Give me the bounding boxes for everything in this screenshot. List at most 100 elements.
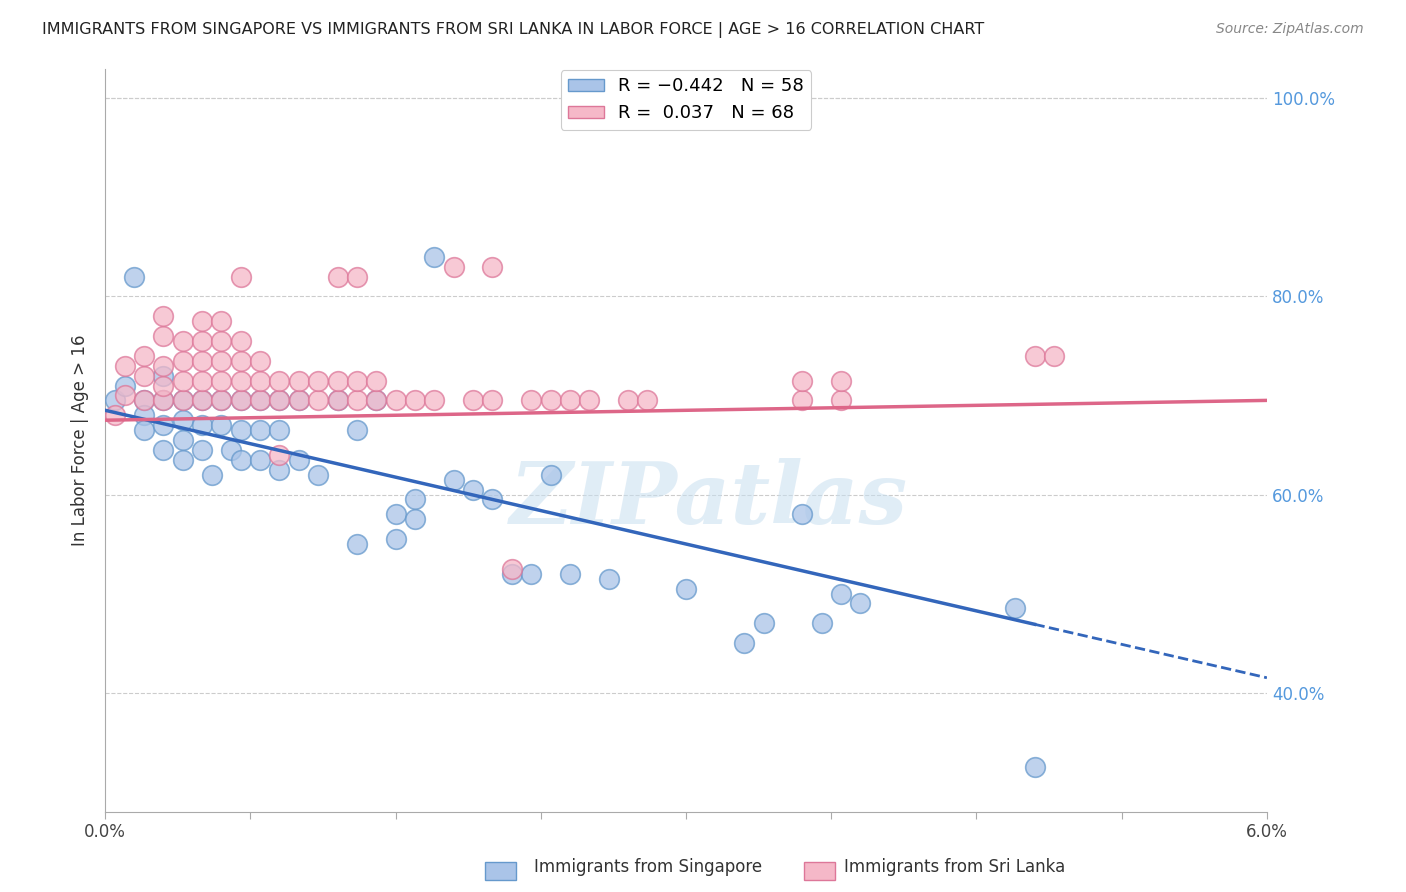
Point: [346, 423, 368, 437]
Point: [104, 393, 127, 408]
Point: [752, 616, 775, 631]
Point: [520, 393, 543, 408]
Point: [636, 393, 658, 408]
Point: [172, 433, 194, 447]
Point: [540, 393, 562, 408]
Point: [810, 616, 832, 631]
Point: [249, 393, 271, 408]
Text: Source: ZipAtlas.com: Source: ZipAtlas.com: [1216, 22, 1364, 37]
Point: [501, 562, 523, 576]
Point: [307, 374, 329, 388]
Point: [404, 512, 426, 526]
Point: [152, 378, 174, 392]
Point: [209, 334, 232, 348]
Point: [598, 572, 620, 586]
Point: [172, 393, 194, 408]
Point: [229, 453, 252, 467]
Point: [114, 359, 136, 373]
Text: ZIPatlas: ZIPatlas: [510, 458, 908, 541]
Point: [307, 393, 329, 408]
Point: [461, 393, 484, 408]
Point: [520, 566, 543, 581]
Point: [114, 378, 136, 392]
Point: [209, 393, 232, 408]
Point: [172, 374, 194, 388]
Point: [461, 483, 484, 497]
Point: [404, 492, 426, 507]
Point: [443, 473, 465, 487]
Point: [249, 374, 271, 388]
Point: [172, 453, 194, 467]
Point: [209, 393, 232, 408]
Point: [191, 393, 214, 408]
Point: [384, 532, 406, 546]
Point: [269, 374, 291, 388]
Point: [481, 260, 503, 274]
Point: [326, 374, 349, 388]
Point: [288, 453, 311, 467]
Point: [1024, 349, 1046, 363]
Point: [269, 448, 291, 462]
Point: [423, 393, 446, 408]
Text: Immigrants from Singapore: Immigrants from Singapore: [534, 858, 762, 876]
Point: [229, 393, 252, 408]
Point: [269, 423, 291, 437]
Point: [209, 374, 232, 388]
Point: [229, 334, 252, 348]
Point: [675, 582, 697, 596]
Point: [1024, 760, 1046, 774]
Point: [191, 334, 214, 348]
Point: [132, 393, 155, 408]
Point: [404, 393, 426, 408]
Point: [132, 349, 155, 363]
Point: [229, 423, 252, 437]
Y-axis label: In Labor Force | Age > 16: In Labor Force | Age > 16: [72, 334, 89, 546]
Point: [1004, 601, 1026, 615]
Point: [229, 353, 252, 368]
Point: [172, 413, 194, 427]
Point: [830, 393, 852, 408]
Point: [152, 393, 174, 408]
Point: [481, 492, 503, 507]
Point: [307, 467, 329, 482]
Point: [191, 374, 214, 388]
Point: [209, 418, 232, 433]
Point: [1043, 349, 1066, 363]
Point: [191, 393, 214, 408]
Point: [152, 359, 174, 373]
Point: [152, 418, 174, 433]
Point: [201, 467, 224, 482]
Point: [191, 314, 214, 328]
Point: [209, 314, 232, 328]
Point: [501, 566, 523, 581]
Point: [366, 393, 388, 408]
Point: [423, 250, 446, 264]
Point: [326, 269, 349, 284]
Point: [733, 636, 755, 650]
Point: [191, 418, 214, 433]
Point: [366, 374, 388, 388]
Point: [229, 269, 252, 284]
Point: [219, 442, 242, 457]
Legend: R = −0.442   N = 58, R =  0.037   N = 68: R = −0.442 N = 58, R = 0.037 N = 68: [561, 70, 811, 129]
Point: [366, 393, 388, 408]
Point: [288, 393, 311, 408]
Point: [152, 393, 174, 408]
Point: [346, 374, 368, 388]
Point: [191, 353, 214, 368]
Point: [152, 368, 174, 383]
Point: [132, 393, 155, 408]
Point: [578, 393, 600, 408]
Point: [104, 409, 127, 423]
Point: [229, 393, 252, 408]
Point: [384, 508, 406, 522]
Point: [229, 374, 252, 388]
Point: [249, 453, 271, 467]
Point: [152, 329, 174, 343]
Point: [122, 269, 145, 284]
Point: [249, 353, 271, 368]
Point: [849, 597, 872, 611]
Point: [288, 393, 311, 408]
Point: [384, 393, 406, 408]
Point: [443, 260, 465, 274]
